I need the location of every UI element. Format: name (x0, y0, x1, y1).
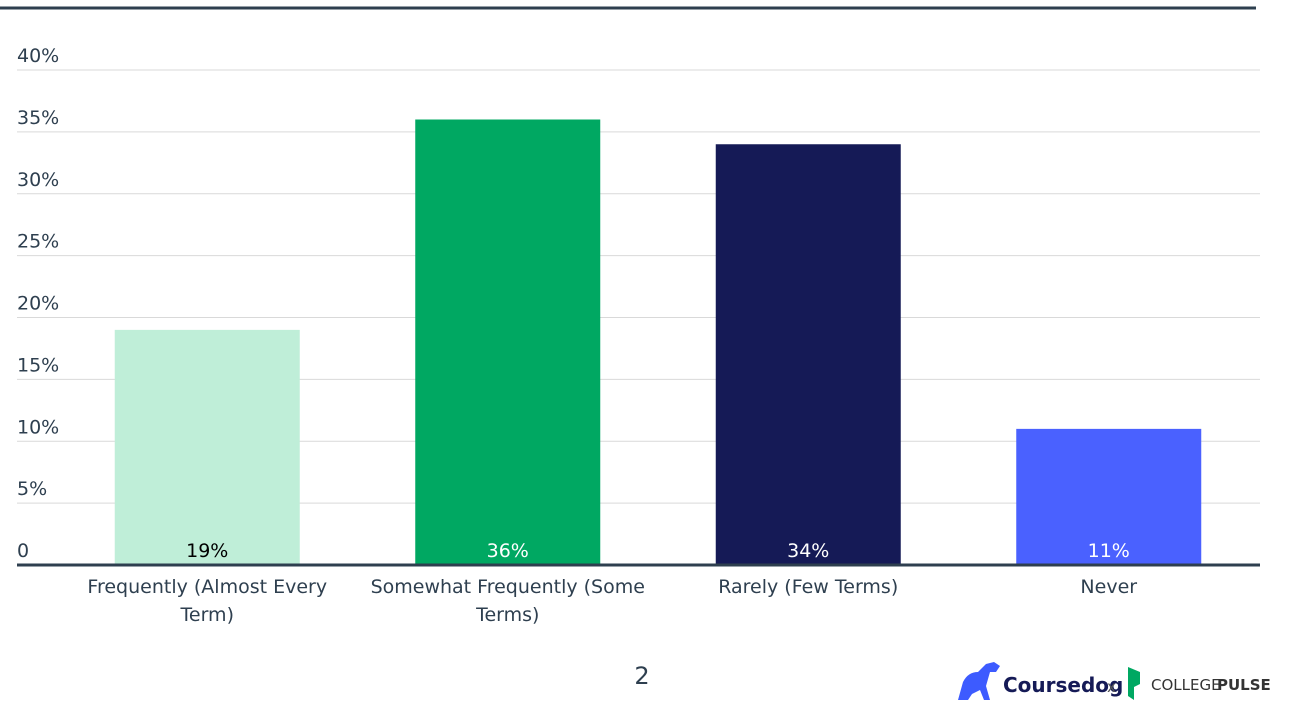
y-tick-label: 0 (17, 540, 29, 562)
x-tick-label-box: Rarely (Few Terms) (718, 576, 899, 598)
x-tick-label: Never (1080, 576, 1138, 598)
bar (715, 144, 901, 565)
partner-second: PULSE (1217, 676, 1271, 694)
x-tick-label: Somewhat Frequently (Some Terms) (370, 576, 645, 626)
value-label: 19% (186, 540, 228, 562)
y-tick-label: 35% (17, 107, 59, 129)
value-label: 36% (487, 540, 529, 562)
y-tick-label: 40% (17, 45, 59, 67)
page-number: 2 (634, 662, 649, 690)
y-tick-label: 5% (17, 478, 47, 500)
separator: x (1107, 678, 1116, 696)
y-tick-label: 20% (17, 293, 59, 315)
bar (1016, 428, 1202, 565)
x-tick-label-box: Frequently (Almost Every Term) (87, 576, 328, 626)
x-tick-label: Rarely (Few Terms) (718, 576, 899, 598)
value-label: 11% (1088, 540, 1130, 562)
brand: Coursedog (1003, 673, 1123, 697)
partner-first: COLLEGE (1151, 676, 1221, 694)
x-tick-label: Frequently (Almost Every Term) (87, 576, 328, 626)
y-tick-label: 30% (17, 169, 59, 191)
bar (114, 329, 300, 565)
logo: Coursedog x COLLEGE PULSE (958, 662, 1271, 700)
pulse-icon (1128, 667, 1140, 700)
x-tick-label-box: Somewhat Frequently (Some Terms) (370, 576, 645, 626)
bar (415, 119, 601, 565)
y-tick-label: 15% (17, 354, 59, 376)
y-tick-label: 10% (17, 416, 59, 438)
dog-icon (958, 662, 1000, 700)
value-label: 34% (787, 540, 829, 562)
x-tick-label-box: Never (1080, 576, 1138, 598)
y-tick-label: 25% (17, 231, 59, 253)
